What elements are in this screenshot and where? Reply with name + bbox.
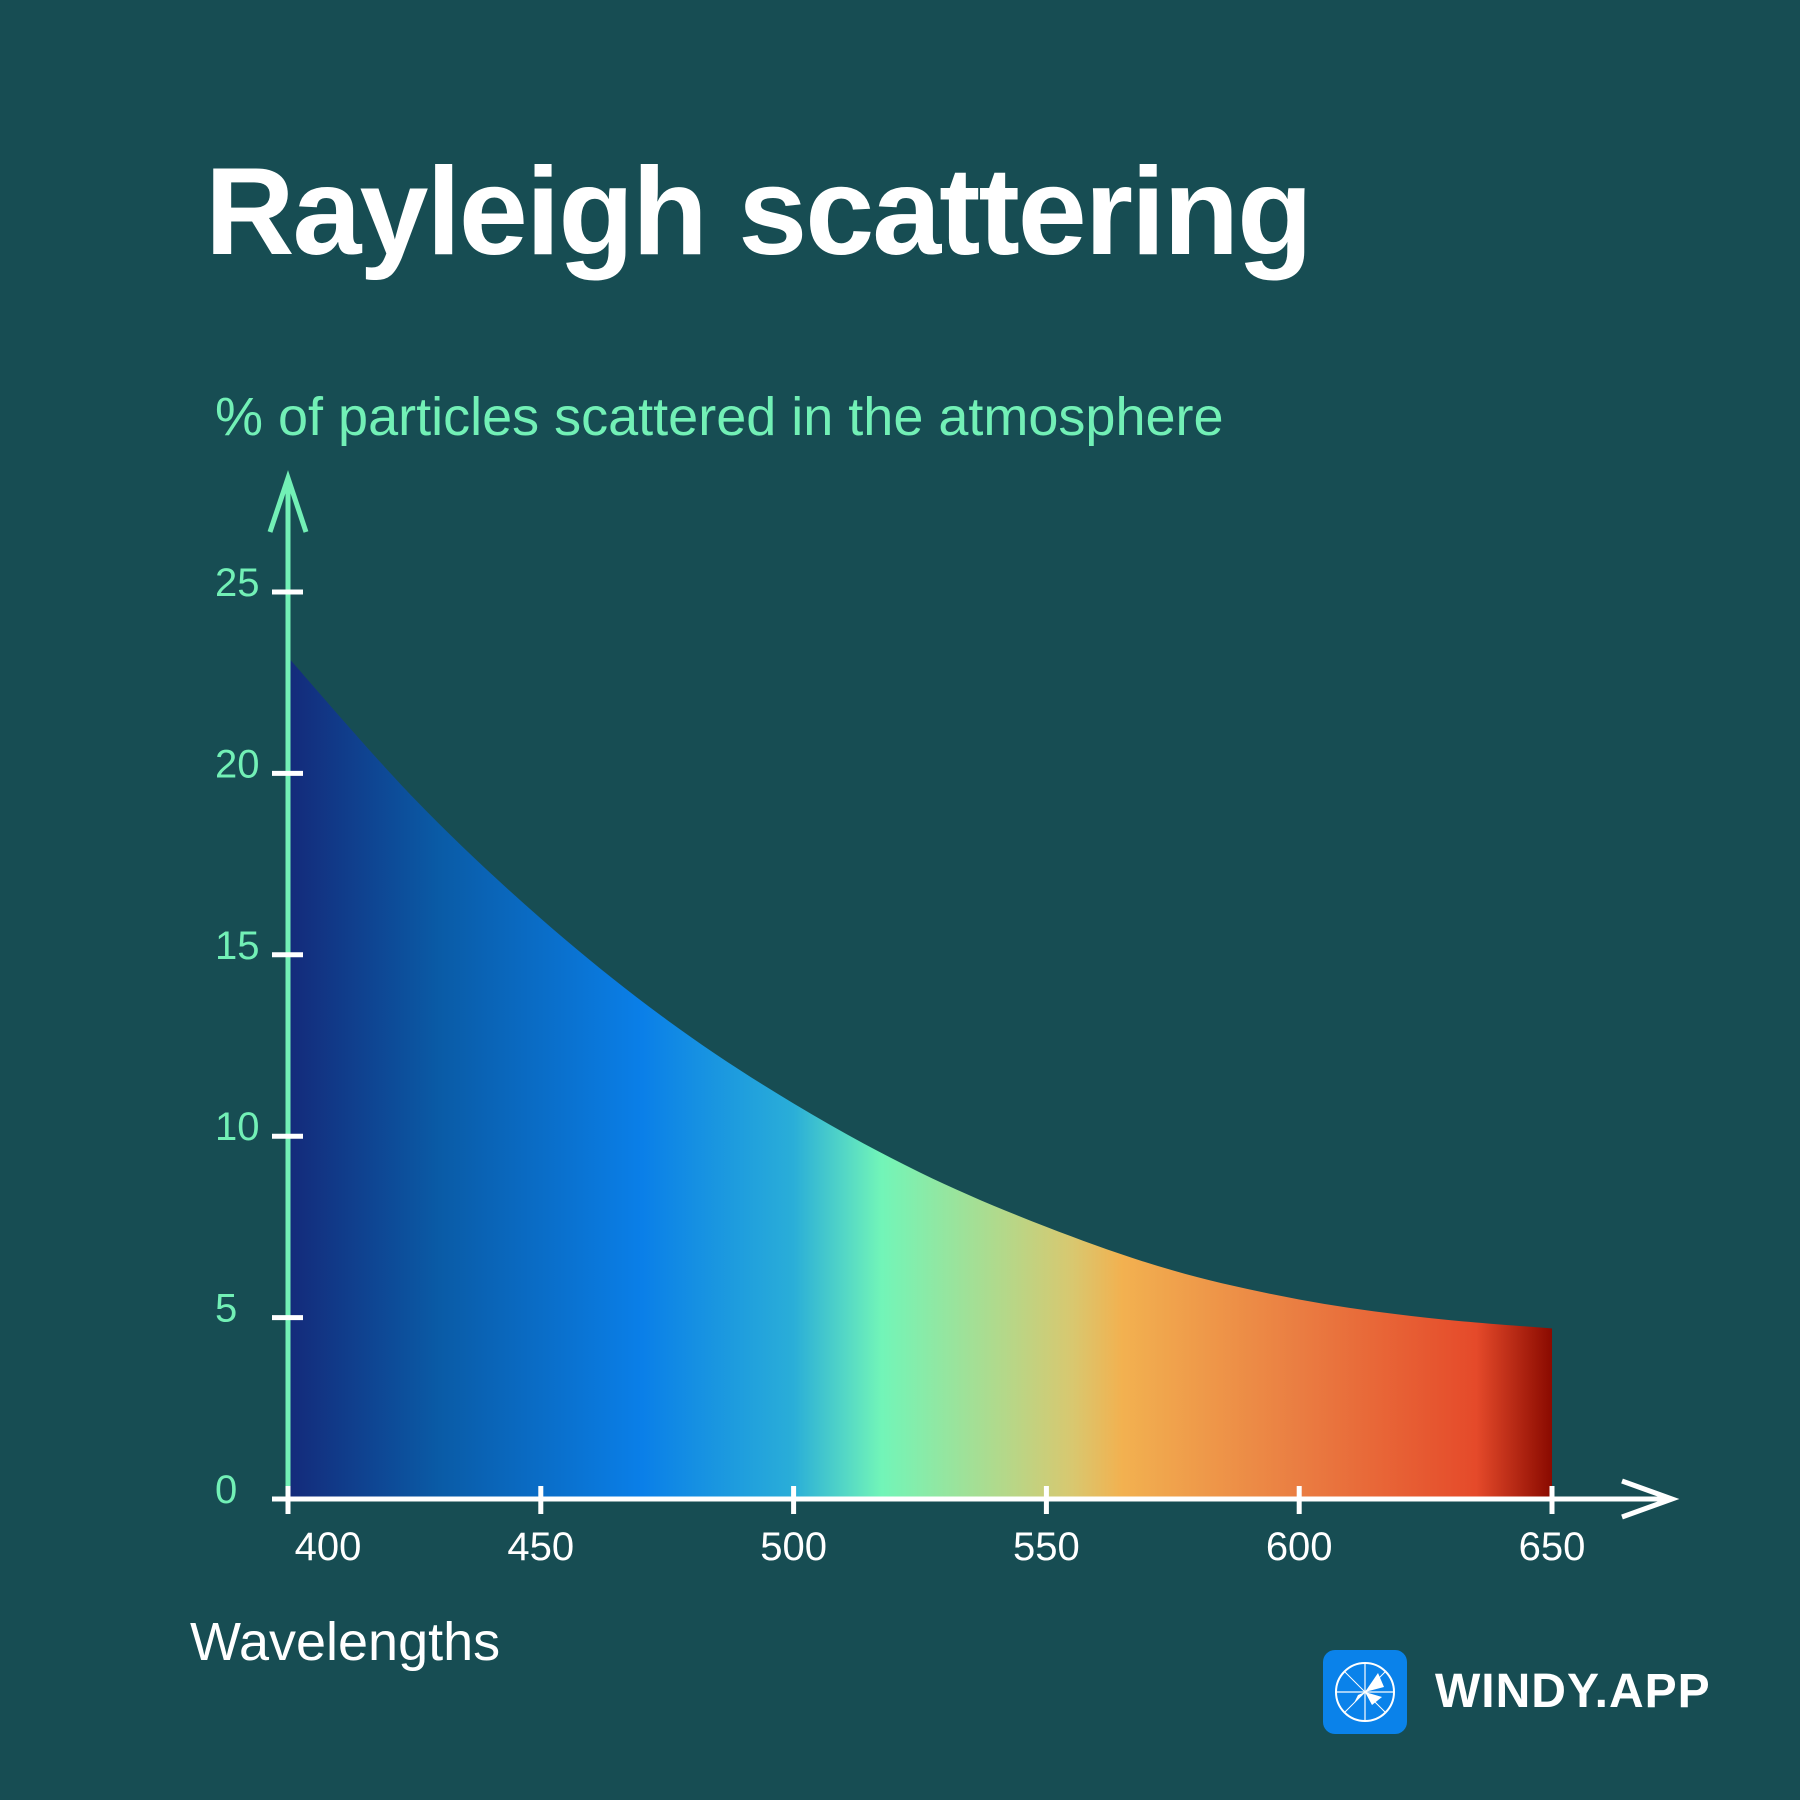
x-tick-label: 550 xyxy=(1013,1525,1080,1569)
y-tick-label: 5 xyxy=(215,1287,237,1331)
x-axis: 400 450 500 550 600 650 xyxy=(272,1478,1680,1569)
x-tick-label: 600 xyxy=(1266,1525,1333,1569)
y-tick-label: 20 xyxy=(215,742,260,786)
x-tick-label: 500 xyxy=(760,1525,827,1569)
y-tick-label: 15 xyxy=(215,924,260,968)
brand: WINDY.APP xyxy=(1323,1650,1711,1734)
y-axis-label: % of particles scattered in the atmosphe… xyxy=(215,387,1224,447)
x-axis-label: Wavelengths xyxy=(190,1612,501,1672)
scatter-area xyxy=(288,657,1552,1499)
brand-name: WINDY.APP xyxy=(1435,1665,1711,1718)
y-axis-arrow xyxy=(267,470,309,533)
x-tick-label: 650 xyxy=(1519,1525,1586,1569)
x-tick-label: 450 xyxy=(507,1525,574,1569)
y-tick-label: 25 xyxy=(215,561,260,605)
y-axis: 0 5 10 15 20 25 xyxy=(215,470,309,1512)
y-tick-label: 0 xyxy=(215,1468,237,1512)
x-axis-arrow xyxy=(1621,1478,1680,1520)
windy-logo-icon xyxy=(1323,1650,1407,1734)
y-tick-label: 10 xyxy=(215,1105,260,1149)
chart-title: Rayleigh scattering xyxy=(205,143,1313,281)
x-tick-label: 400 xyxy=(295,1525,362,1569)
